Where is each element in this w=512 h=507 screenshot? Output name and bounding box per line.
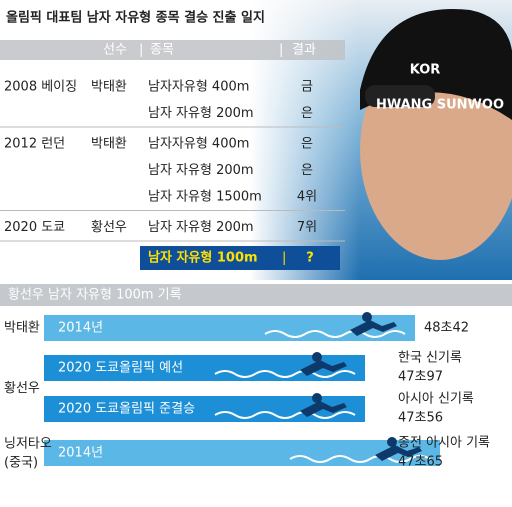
record-label: 2020 도쿄올림픽 예선: [58, 361, 183, 376]
swimmer-name-note: (중국): [4, 456, 38, 471]
swimmer-icon: [300, 401, 347, 417]
records-header-bar: [0, 284, 512, 306]
wave: [214, 411, 356, 419]
record-label: 2020 도쿄올림픽 준결승: [58, 402, 195, 417]
discipline: 남자 자유형 200m: [148, 163, 254, 178]
goggles: [365, 85, 435, 107]
header-discipline: 종목: [150, 43, 174, 58]
discipline: 남자 자유형 200m: [148, 106, 254, 121]
wave: [214, 370, 356, 378]
records: 2014년 48초42 박태환 2020 도쿄올림픽 예선 한국 신기록 47초97 202…: [4, 312, 490, 471]
swimmer-head: [362, 312, 372, 322]
player: 박태환: [91, 80, 127, 95]
table-header-bar: [0, 40, 345, 60]
highlight-result: ?: [306, 251, 314, 266]
player: 박태환: [91, 137, 127, 152]
swimmer-icon: [300, 360, 347, 376]
wave: [289, 455, 431, 463]
record-time: 47초65: [398, 455, 443, 470]
record-time: 48초42: [424, 321, 469, 336]
swimmer-name: 닝저타오: [4, 437, 52, 452]
swimmer-head: [312, 352, 322, 362]
highlight-discipline: 남자 자유형 100m: [148, 250, 258, 266]
record-bar: [44, 440, 440, 466]
header-sep: |: [139, 43, 143, 58]
swimmer-icon: [375, 445, 422, 461]
record-bar: [44, 315, 415, 341]
highlight-sep: |: [282, 251, 286, 266]
record-time: 47초56: [398, 411, 443, 426]
discipline: 남자자유형 400m: [148, 80, 249, 95]
player: 황선우: [91, 220, 127, 235]
event: 2008 베이징: [4, 80, 77, 95]
discipline: 남자자유형 400m: [148, 137, 249, 152]
result: 은: [301, 163, 313, 178]
event: 2012 런던: [4, 137, 65, 152]
record-time: 47초97: [398, 370, 443, 385]
header-sep: |: [279, 43, 283, 58]
result: 은: [301, 137, 313, 152]
watermark: news1: [451, 478, 498, 493]
cap-name: HWANG SUNWOO: [376, 98, 504, 113]
swimmer-name: 황선우: [4, 381, 40, 396]
swimmer-head: [387, 437, 397, 447]
result: 은: [301, 106, 313, 121]
title: 올림픽 대표팀 남자 자유형 종목 결승 진출 일지: [6, 10, 265, 26]
highlight-bar: [140, 246, 340, 270]
wave: [264, 330, 406, 338]
discipline: 남자 자유형 1500m: [148, 190, 262, 205]
header-player: 선수: [103, 43, 127, 58]
swimmer-icon: [350, 320, 397, 336]
records-title: 황선우 남자 자유형 100m 기록: [8, 288, 182, 303]
swimmer-name: 박태환: [4, 321, 40, 336]
cap-text: KOR: [410, 63, 441, 78]
result: 금: [301, 80, 313, 95]
discipline: 남자 자유형 200m: [148, 220, 254, 235]
record-note: 한국 신기록: [398, 351, 462, 366]
record-label: 2014년: [58, 321, 103, 336]
result: 4위: [297, 190, 317, 205]
swimmer-head: [312, 393, 322, 403]
record-note: 종전 아시아 기록: [398, 436, 490, 451]
record-note: 아시아 신기록: [398, 392, 474, 407]
result: 7위: [297, 220, 317, 235]
record-label: 2014년: [58, 446, 103, 461]
event: 2020 도쿄: [4, 220, 65, 235]
header-result: 결과: [292, 43, 316, 58]
